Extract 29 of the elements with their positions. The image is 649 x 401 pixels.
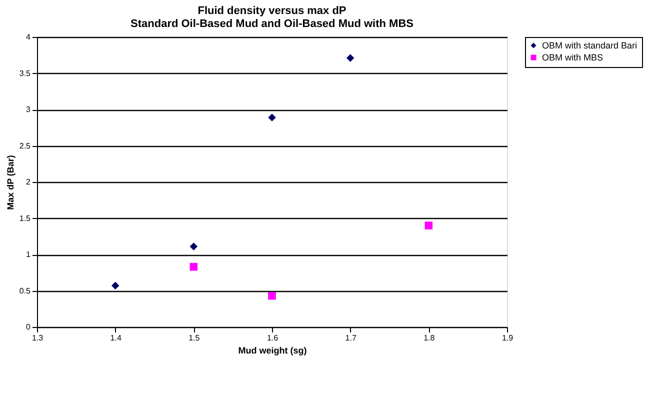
point — [111, 282, 120, 290]
point — [190, 242, 198, 250]
x-axis-title: Mud weight (sg) — [238, 346, 307, 356]
x-tick-label: 1.9 — [502, 334, 514, 342]
y-tick-label: 2.5 — [19, 141, 32, 150]
text: Standard Oil-Based Mud and Oil-Based Mud with MBS — [130, 18, 414, 30]
y-axis-title: Max dP (Bar) — [5, 155, 16, 210]
x-tick-label: 1.4 — [110, 334, 122, 342]
point — [190, 262, 198, 271]
y-tick-label: 2 — [26, 178, 32, 186]
y-tick-label: 3.5 — [19, 68, 32, 78]
x-tick-label: 1.3 — [32, 334, 44, 342]
legend-label: OBM with standard Bari — [542, 40, 638, 50]
point — [424, 222, 433, 230]
text: Fluid density versus max dP — [198, 5, 346, 17]
y-tick-label: 1 — [26, 250, 32, 259]
y-tick-label: 3 — [26, 105, 32, 114]
y-tick-label: 0 — [26, 322, 32, 332]
y-tick-label: 0.5 — [19, 286, 32, 296]
x-tick-label: 1.7 — [345, 334, 357, 342]
y-tick-label: 4 — [26, 32, 32, 42]
x-tick-label: 1.5 — [188, 334, 200, 342]
y-tick-label: 1.5 — [19, 214, 32, 223]
legend-label: OBM with MBS — [542, 52, 604, 62]
point — [268, 292, 276, 300]
point — [346, 54, 354, 62]
x-tick-label: 1.6 — [266, 334, 279, 342]
x-tick-label: 1.8 — [424, 334, 436, 342]
point — [268, 114, 276, 122]
